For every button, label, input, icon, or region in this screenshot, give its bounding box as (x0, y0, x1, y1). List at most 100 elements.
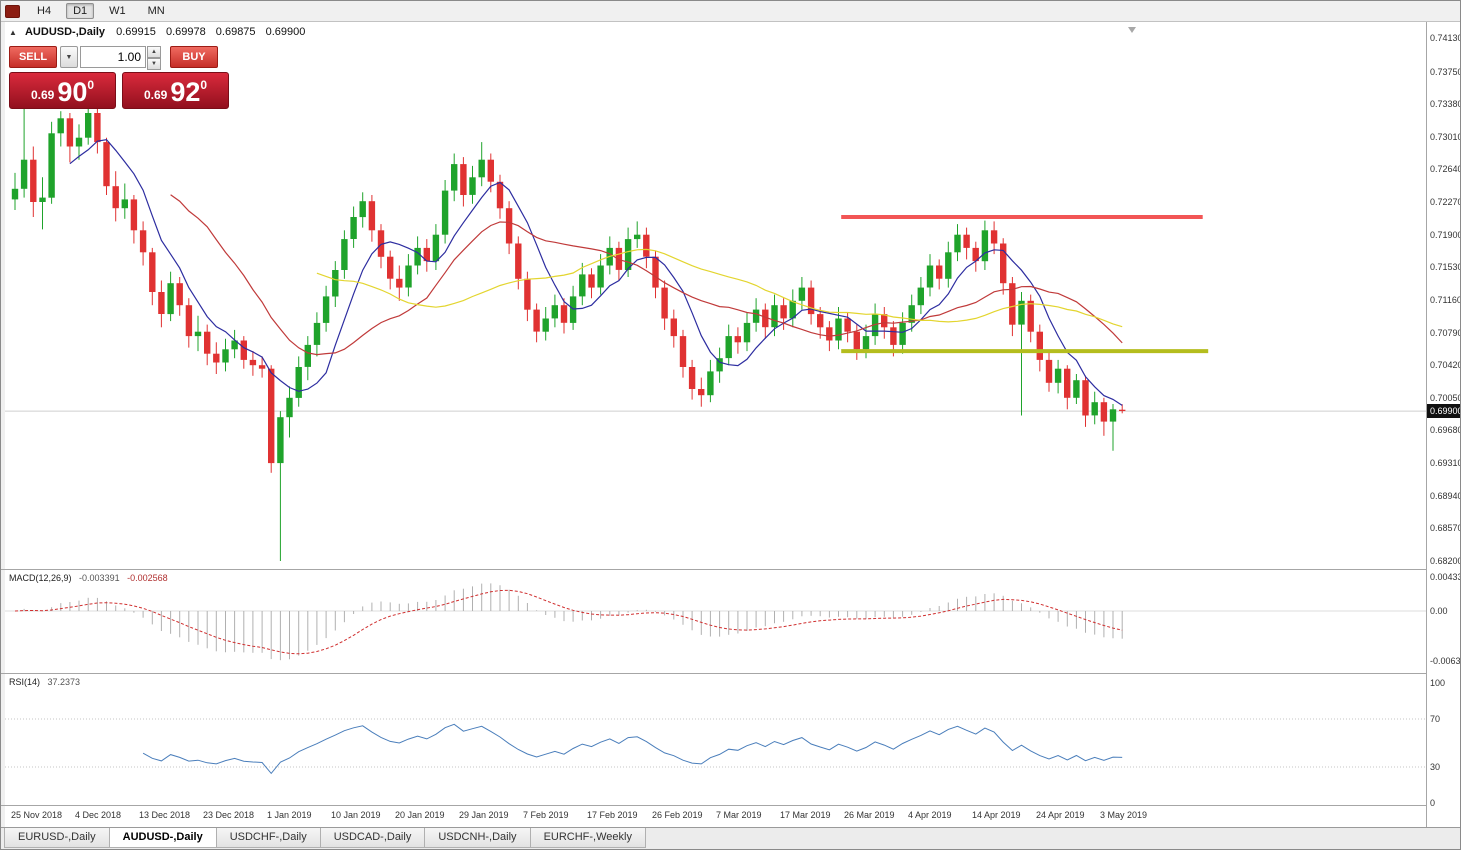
candle-body (524, 278, 531, 310)
candle-body (560, 305, 568, 323)
volume-dropdown-button[interactable]: ▼ (60, 46, 78, 68)
panel-divider[interactable] (1, 569, 1460, 570)
rsi-label: RSI(14) 37.2373 (9, 677, 80, 687)
candle-body (48, 133, 55, 198)
rsi-scale-label: 100 (1430, 678, 1446, 688)
candle-body (277, 417, 284, 464)
candle-body (103, 142, 110, 187)
chart-tab-eurusd[interactable]: EURUSD-,Daily (4, 828, 110, 848)
candle-body (469, 177, 476, 195)
candle-body (725, 336, 732, 359)
candle-body (817, 314, 824, 328)
moving-average-line-18 (170, 194, 1123, 356)
candle-body (789, 300, 796, 319)
buy-price-panel[interactable]: 0.69 92 0 (122, 72, 229, 109)
chart-tab-audusd[interactable]: AUDUSD-,Daily (108, 828, 217, 848)
timeframe-button-mn[interactable]: MN (147, 5, 165, 17)
sell-button[interactable]: SELL (9, 46, 57, 68)
moving-average-line-7 (69, 138, 1123, 406)
date-label: 1 Jan 2019 (267, 810, 312, 820)
sell-price-prefix: 0.69 (30, 88, 55, 102)
chart-shift-marker-icon (1128, 27, 1136, 33)
candle-body (487, 159, 494, 182)
ohlc-low: 0.69875 (215, 26, 256, 38)
candle-body (359, 201, 366, 218)
macd-signal-value: -0.002568 (127, 573, 168, 583)
candle-body (1119, 409, 1126, 411)
chart-tab-usdcad[interactable]: USDCAD-,Daily (319, 828, 426, 848)
candle-body (268, 368, 275, 464)
candle-body (94, 113, 101, 143)
candles-layer (11, 105, 1126, 561)
candle-body (286, 397, 293, 418)
timeframe-button-d1[interactable]: D1 (66, 3, 95, 19)
candle-body (826, 327, 833, 341)
stepper-up-icon[interactable]: ▲ (147, 46, 161, 58)
sell-price-panel[interactable]: 0.69 90 0 (9, 72, 116, 109)
timeframe-button-h4[interactable]: H4 (37, 5, 52, 17)
candle-body (1045, 359, 1053, 383)
candle-body (698, 389, 705, 396)
volume-input[interactable] (80, 46, 146, 68)
candle-body (222, 349, 229, 363)
candle-body (1109, 409, 1117, 422)
candle-body (634, 234, 641, 240)
candle-body (551, 305, 558, 319)
buy-button[interactable]: BUY (170, 46, 218, 68)
moving-average-line-34 (316, 248, 1123, 328)
candle-body (258, 365, 266, 369)
candle-body (496, 181, 504, 209)
price-scale-label: 0.71900 (1430, 229, 1461, 240)
candle-body (1054, 368, 1062, 383)
candle-body (780, 305, 787, 319)
candle-body (1036, 331, 1043, 360)
candle-body (1018, 300, 1025, 325)
date-label: 4 Dec 2018 (75, 810, 122, 820)
one-click-collapse-icon[interactable]: ▲ (9, 28, 17, 37)
price-scale-label: 0.71160 (1430, 294, 1461, 305)
stepper-down-icon[interactable]: ▼ (147, 58, 161, 70)
chart-tab-usdchf[interactable]: USDCHF-,Daily (215, 828, 321, 848)
price-scale-label: 0.74130 (1430, 33, 1461, 43)
candle-body (762, 309, 769, 328)
one-click-trading-panel: SELL ▼ ▲ ▼ BUY 0.69 90 0 0.69 92 0 (9, 46, 229, 109)
candle-body (158, 292, 165, 314)
candle-body (240, 340, 247, 360)
buy-price-big-digits: 92 (170, 77, 201, 108)
candle-body (917, 287, 924, 306)
candle-body (414, 247, 421, 266)
candle-body (1009, 283, 1016, 325)
panel-divider[interactable] (1, 673, 1460, 674)
chart-tab-eurchf[interactable]: EURCHF-,Weekly (529, 828, 646, 848)
candle-body (936, 265, 943, 279)
candle-body (1073, 380, 1080, 398)
candle-body (130, 199, 138, 231)
ohlc-high: 0.69978 (165, 26, 206, 38)
buy-price-pip-digit: 0 (200, 78, 208, 92)
chart-symbol-label: AUDUSD-,Daily (24, 26, 106, 38)
chart-tab-usdcnh[interactable]: USDCNH-,Daily (424, 828, 531, 848)
candle-body (112, 186, 119, 209)
price-scale[interactable]: 0.69900 0.74130 0.73750 0.73380 0.73010 0.72… (1426, 22, 1461, 827)
candle-body (368, 201, 376, 231)
volume-stepper: ▲ ▼ (147, 46, 161, 70)
date-label: 23 Dec 2018 (203, 810, 255, 820)
macd-main-value: -0.003391 (79, 573, 120, 583)
candle-body (313, 322, 321, 345)
price-scale-label: 0.70790 (1430, 327, 1461, 338)
macd-signal-line (14, 589, 1123, 655)
candle-body (890, 327, 897, 345)
candle-body (679, 336, 687, 367)
date-axis[interactable]: 25 Nov 2018 4 Dec 2018 13 Dec 2018 23 Dec 2… (5, 806, 1426, 827)
candle-body (322, 296, 330, 323)
candle-body (862, 336, 870, 350)
date-label: 20 Jan 2019 (395, 810, 445, 820)
candle-body (75, 137, 83, 147)
main-price-chart[interactable] (5, 22, 1426, 569)
price-scale-label: 0.72270 (1430, 197, 1461, 208)
rsi-scale-label: 0 (1430, 798, 1436, 808)
timeframe-button-w1[interactable]: W1 (109, 5, 126, 17)
candle-body (972, 247, 979, 262)
candle-body (615, 247, 623, 270)
rsi-value: 37.2373 (47, 677, 81, 687)
